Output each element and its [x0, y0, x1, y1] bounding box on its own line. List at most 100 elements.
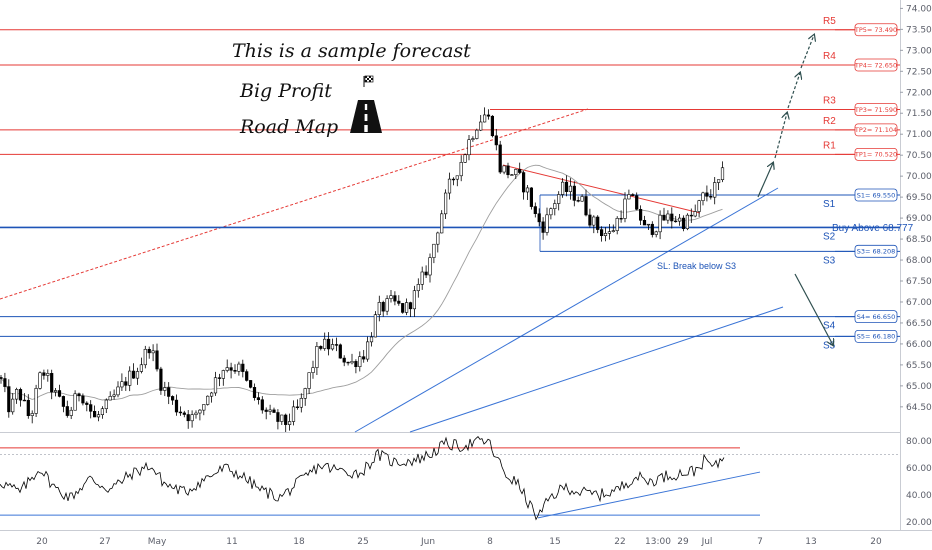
candle-body — [295, 406, 300, 408]
time-tick-label: 18 — [293, 537, 305, 547]
road-map-title: Road Map — [239, 116, 338, 138]
candle-body — [428, 257, 432, 276]
candle-body — [93, 411, 97, 418]
lower-channel-trend — [409, 306, 784, 433]
candle-body — [18, 389, 23, 401]
level-box-text-r2: TP2= 71.104 — [854, 126, 897, 134]
candle-body — [385, 298, 389, 312]
arrows-layer — [757, 35, 833, 345]
candle-body — [245, 371, 249, 381]
level-box-text-r1: TP1= 70.520 — [854, 151, 897, 159]
candle-body — [631, 194, 635, 196]
candle-body — [15, 389, 19, 400]
time-tick-label: 20 — [36, 537, 48, 547]
candle-body — [237, 363, 241, 372]
forecast-arrow-up — [757, 163, 773, 198]
candle-body — [7, 386, 11, 413]
candle-body — [482, 114, 487, 123]
candle-body — [358, 356, 362, 368]
rsi-tick-label: 20.00 — [906, 518, 932, 528]
candles-layer — [0, 107, 725, 432]
candle-body — [96, 414, 101, 418]
candle-body — [705, 192, 709, 197]
candle-body — [272, 409, 276, 413]
candle-body — [89, 404, 93, 412]
candle-body — [69, 409, 73, 416]
level-box-s4 — [854, 310, 898, 324]
candle-body — [217, 377, 222, 379]
candle-body — [284, 414, 288, 425]
candle-body — [498, 144, 502, 173]
candle-body — [132, 370, 136, 379]
candle-body — [186, 414, 190, 422]
candle-body — [662, 214, 666, 221]
candle-body — [623, 198, 627, 219]
price-tick-label: 68.500 — [906, 235, 932, 245]
level-label-s3: S3 — [823, 255, 836, 266]
candle-body — [416, 284, 420, 292]
candle-body — [42, 372, 46, 376]
candle-body — [674, 220, 678, 223]
level-box-text-r4: TP4= 72.650 — [854, 61, 897, 69]
candle-body — [490, 115, 495, 137]
level-box-text-s1: S1= 69.550 — [857, 191, 896, 199]
time-tick-label: 15 — [549, 537, 560, 547]
candle-body — [615, 218, 619, 231]
candle-body — [182, 412, 186, 415]
candle-body — [709, 196, 713, 198]
level-label-s2: S2 — [823, 231, 836, 242]
rsi-tick-label: 80.00 — [906, 437, 932, 447]
candle-body — [299, 397, 303, 408]
candle-body — [303, 388, 307, 399]
candle-body — [268, 409, 272, 412]
candle-body — [139, 364, 144, 372]
candle-body — [576, 200, 580, 202]
candle-body — [206, 395, 210, 405]
candle-body — [389, 295, 393, 299]
candle-body — [26, 399, 30, 416]
candle-body — [362, 356, 366, 360]
candle-body — [163, 387, 167, 391]
candle-body — [479, 121, 483, 131]
candle-body — [194, 412, 198, 415]
candle-body — [588, 214, 592, 226]
candle-body — [701, 192, 705, 202]
candle-body — [202, 404, 206, 411]
candle-body — [120, 381, 124, 388]
candle-body — [171, 396, 175, 401]
time-tick-label: 7 — [757, 537, 763, 547]
candle-body — [108, 396, 112, 401]
level-box-s1 — [854, 188, 898, 202]
candle-body — [53, 390, 58, 393]
candle-body — [276, 412, 280, 422]
price-tick-label: 72.500 — [906, 67, 932, 77]
trendlines-layer — [0, 108, 784, 433]
candle-body — [689, 214, 693, 217]
forecast-arrow-up — [774, 113, 787, 159]
candle-body — [599, 229, 604, 236]
candle-body — [607, 231, 611, 234]
candle-body — [124, 381, 128, 386]
price-tick-label: 69.500 — [906, 193, 932, 203]
candle-body — [338, 344, 342, 359]
candle-body — [584, 196, 588, 216]
candle-body — [529, 187, 533, 207]
candle-body — [494, 135, 498, 146]
candle-body — [249, 380, 253, 388]
price-tick-label: 66.500 — [906, 319, 932, 329]
candle-body — [424, 271, 428, 276]
candle-body — [112, 394, 116, 397]
level-label-r1: R1 — [823, 140, 836, 151]
level-label-r4: R4 — [823, 51, 836, 62]
candle-body — [311, 367, 315, 373]
candle-body — [260, 399, 264, 411]
candle-body — [697, 200, 701, 212]
candle-body — [596, 216, 600, 230]
candle-body — [666, 213, 670, 221]
price-tick-label: 68.000 — [906, 256, 932, 266]
candle-body — [685, 214, 689, 229]
candle-body — [190, 414, 194, 422]
time-tick-label: Jul — [701, 537, 713, 547]
level-label-r2: R2 — [823, 116, 836, 127]
candle-body — [537, 213, 541, 223]
